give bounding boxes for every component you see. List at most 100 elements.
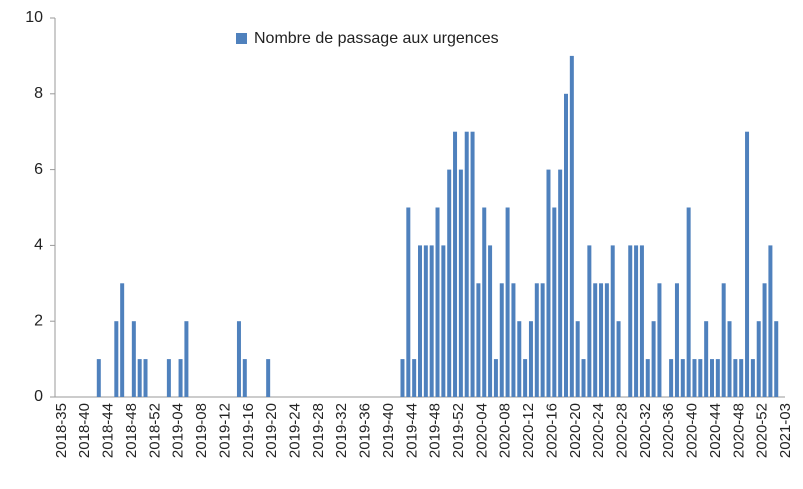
bar (423, 245, 428, 397)
x-tick-label: 2019-20 (263, 403, 280, 458)
bar (569, 55, 574, 398)
bar (756, 321, 761, 397)
bar (657, 283, 662, 397)
bar (435, 207, 440, 397)
y-tick-label: 2 (34, 312, 43, 329)
bar (470, 131, 475, 397)
x-tick-label: 2020-20 (567, 403, 584, 458)
bar (488, 245, 493, 397)
bar (505, 207, 510, 397)
x-tick-label: 2018-35 (53, 403, 70, 458)
x-tick-label: 2019-40 (380, 403, 397, 458)
x-tick-label: 2019-36 (357, 403, 374, 458)
x-tick-label: 2020-36 (660, 403, 677, 458)
x-tick-label: 2020-16 (543, 403, 560, 458)
bar (406, 207, 411, 397)
bar (639, 245, 644, 397)
bar (715, 359, 720, 397)
bar (482, 207, 487, 397)
bar (528, 321, 533, 397)
legend-label: Nombre de passage aux urgences (254, 30, 499, 47)
x-tick-label: 2020-48 (730, 403, 747, 458)
bar (628, 245, 633, 397)
y-tick-label: 4 (34, 237, 43, 254)
x-tick-label: 2019-44 (403, 403, 420, 458)
bar (739, 359, 744, 397)
bar (599, 283, 604, 397)
bar (400, 359, 405, 397)
bar (412, 359, 417, 397)
x-tick-label: 2020-40 (684, 403, 701, 458)
x-tick-label: 2019-32 (333, 403, 350, 458)
y-tick-label: 8 (34, 85, 43, 102)
x-tick-label: 2019-12 (216, 403, 233, 458)
x-tick-label: 2018-40 (76, 403, 93, 458)
bar (540, 283, 545, 397)
x-tick-label: 2018-44 (100, 403, 117, 458)
bar (768, 245, 773, 397)
bar (143, 359, 148, 397)
bar (674, 283, 679, 397)
y-tick-label: 10 (25, 9, 43, 26)
y-tick-label: 6 (34, 161, 43, 178)
bar (546, 169, 551, 397)
bar (727, 321, 732, 397)
bar (704, 321, 709, 397)
bar (499, 283, 504, 397)
bar (750, 359, 755, 397)
x-tick-label: 2019-08 (193, 403, 210, 458)
bar (721, 283, 726, 397)
bar (517, 321, 522, 397)
x-tick-label: 2020-44 (707, 403, 724, 458)
bar (651, 321, 656, 397)
bar (523, 359, 528, 397)
bar (418, 245, 422, 397)
bar (178, 359, 183, 397)
bar (575, 321, 580, 397)
bar (476, 283, 481, 397)
bar (745, 131, 750, 397)
bar (493, 359, 498, 397)
bar (733, 359, 738, 397)
bar (634, 245, 639, 397)
bar (604, 283, 609, 397)
bar (534, 283, 539, 397)
bar (441, 245, 446, 397)
x-tick-label: 2018-48 (123, 403, 140, 458)
bar (692, 359, 697, 397)
bar (680, 359, 685, 397)
x-tick-label: 2019-28 (310, 403, 327, 458)
y-tick-label: 0 (34, 388, 43, 405)
legend-swatch (236, 33, 247, 44)
bar (464, 131, 469, 397)
bar (131, 321, 136, 397)
bar (593, 283, 598, 397)
x-tick-label: 2020-28 (614, 403, 631, 458)
bar (558, 169, 563, 397)
x-tick-label: 2020-08 (497, 403, 514, 458)
x-tick-label: 2020-32 (637, 403, 654, 458)
bar (511, 283, 516, 397)
bar (762, 283, 767, 397)
x-tick-label: 2021-03 (777, 403, 794, 458)
x-tick-label: 2020-12 (520, 403, 537, 458)
bar (429, 245, 434, 397)
bar (669, 359, 674, 397)
bar (698, 359, 703, 397)
x-tick-label: 2020-24 (590, 403, 607, 458)
x-tick-label: 2019-16 (240, 403, 257, 458)
x-tick-label: 2020-52 (754, 403, 771, 458)
bar (564, 93, 568, 398)
bar (266, 359, 271, 397)
bar (581, 359, 586, 397)
x-tick-label: 2019-24 (286, 403, 303, 458)
x-tick-label: 2019-48 (427, 403, 444, 458)
bar (645, 359, 650, 397)
bar (552, 207, 557, 397)
bar (242, 359, 247, 397)
bar (184, 321, 189, 397)
bar (774, 321, 779, 397)
bar (236, 321, 241, 397)
bar (610, 245, 615, 397)
